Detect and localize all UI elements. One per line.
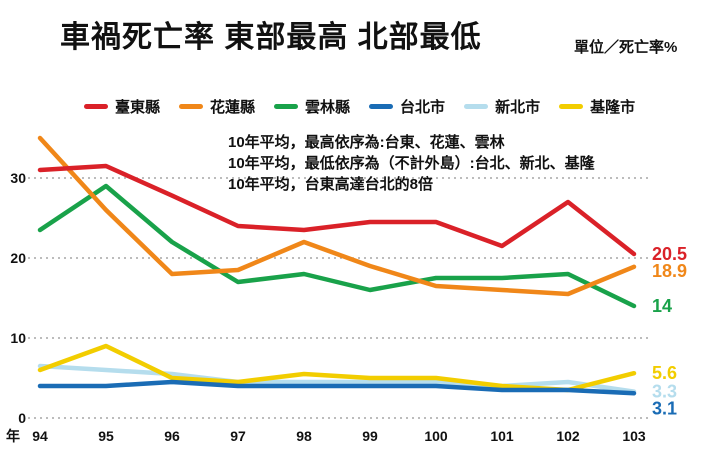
y-axis-tick: 30 xyxy=(10,170,26,186)
legend-item-2: 雲林縣 xyxy=(274,96,350,117)
series-end-value: 3.1 xyxy=(652,399,677,419)
series-line-4 xyxy=(37,363,637,394)
x-axis-tick: 95 xyxy=(98,428,114,444)
series-line-3 xyxy=(37,379,637,396)
legend: 臺東縣 花蓮縣 雲林縣 台北市 新北市 基隆市 xyxy=(84,96,635,117)
legend-label: 花蓮縣 xyxy=(210,99,256,116)
legend-item-5: 基隆市 xyxy=(559,96,635,117)
legend-label: 新北市 xyxy=(495,99,541,116)
series-end-value: 14 xyxy=(652,296,672,316)
annotation-line: 10年平均，台東高達台北的8倍 xyxy=(228,176,434,193)
series-end-value: 18.9 xyxy=(652,261,687,281)
chart-title: 車禍死亡率 東部最高 北部最低 xyxy=(60,21,482,54)
x-axis-tick: 98 xyxy=(296,428,312,444)
x-axis-unit-label: 年 xyxy=(6,428,20,444)
y-axis-tick: 0 xyxy=(18,410,26,426)
x-axis-tick: 94 xyxy=(32,428,48,444)
legend-marker xyxy=(179,104,204,109)
x-axis-tick: 102 xyxy=(556,428,580,444)
legend-label: 雲林縣 xyxy=(305,99,351,116)
x-axis-tick: 100 xyxy=(424,428,448,444)
legend-marker xyxy=(274,104,299,109)
annotations: 10年平均，最高依序為:台東、花蓮、雲林 10年平均，最低依序為（不計外島）:台… xyxy=(228,132,595,195)
y-axis-tick: 10 xyxy=(10,330,26,346)
x-axis-tick: 99 xyxy=(362,428,378,444)
x-axis-tick: 96 xyxy=(164,428,180,444)
legend-item-4: 新北市 xyxy=(464,96,540,117)
legend-item-1: 花蓮縣 xyxy=(179,96,255,117)
series-line-0 xyxy=(37,163,637,257)
series-end-value: 5.6 xyxy=(652,363,677,383)
series-line-2 xyxy=(37,183,637,309)
unit-label: 單位／死亡率% xyxy=(574,39,678,56)
legend-item-3: 台北市 xyxy=(369,96,445,117)
annotation-line: 10年平均，最高依序為:台東、花蓮、雲林 xyxy=(228,134,505,151)
y-axis-tick: 20 xyxy=(10,250,26,266)
x-axis-tick: 97 xyxy=(230,428,246,444)
series-end-value: 20.5 xyxy=(652,244,687,264)
series-end-value: 3.3 xyxy=(652,382,677,402)
legend-marker xyxy=(464,104,489,109)
annotation-line: 10年平均，最低依序為（不計外島）:台北、新北、基隆 xyxy=(228,155,595,172)
legend-label: 臺東縣 xyxy=(115,99,161,116)
legend-marker xyxy=(369,104,394,109)
legend-label: 台北市 xyxy=(400,99,446,116)
x-axis-tick: 103 xyxy=(622,428,646,444)
series-line-1 xyxy=(37,135,637,297)
legend-marker xyxy=(84,104,108,109)
legend-label: 基隆市 xyxy=(590,99,636,116)
legend-marker xyxy=(559,104,584,109)
legend-item-0: 臺東縣 xyxy=(84,96,160,117)
x-axis-tick: 101 xyxy=(490,428,514,444)
